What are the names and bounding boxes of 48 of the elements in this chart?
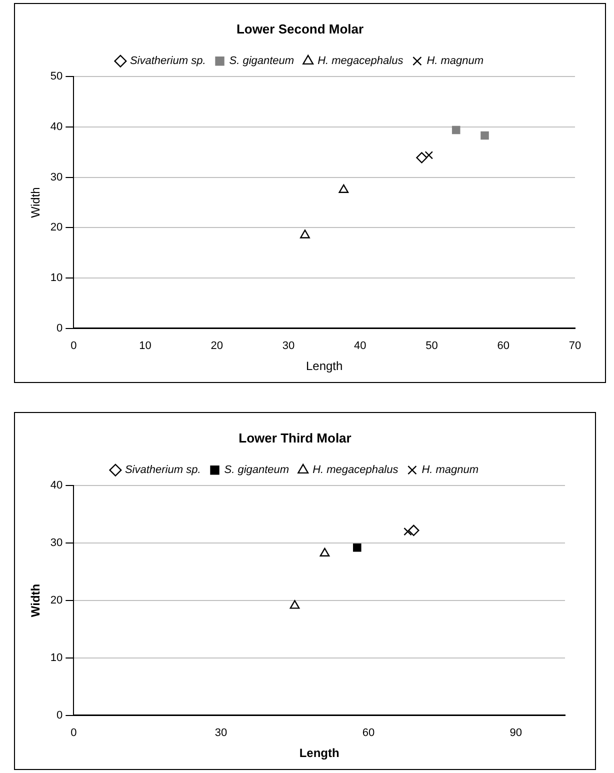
x-tick-label: 70 — [568, 340, 582, 352]
point — [320, 548, 330, 556]
point — [353, 544, 362, 552]
x-tick-label: 40 — [354, 340, 366, 352]
y-tick-label: 50 — [50, 70, 63, 83]
point — [416, 152, 428, 164]
chart-title: Lower Third Molar — [238, 430, 352, 446]
legend-label: S. giganteum — [229, 55, 294, 68]
legend-label: H. megacephalus — [312, 464, 399, 476]
legend-label: Sivatherium sp. — [130, 55, 206, 68]
x-tick-label: 30 — [214, 727, 228, 740]
x-tick-label: 30 — [282, 340, 295, 352]
x-tick-label: 10 — [139, 340, 152, 352]
chart-title: Lower Second Molar — [236, 21, 364, 36]
x-tick-label: 20 — [210, 340, 224, 352]
y-tick-label: 10 — [50, 652, 63, 664]
y-tick-label: 10 — [50, 272, 63, 284]
y-tick-label: 20 — [50, 222, 63, 234]
y-tick-label: 40 — [50, 120, 63, 133]
x-tick-label: 0 — [70, 727, 77, 740]
legend-label: Sivatherium sp. — [124, 464, 201, 476]
point — [300, 230, 310, 238]
x-tick-label: 0 — [70, 340, 77, 352]
x-axis-title: Length — [299, 746, 340, 760]
point — [480, 131, 489, 140]
point — [290, 600, 300, 609]
y-tick-label: 30 — [50, 171, 63, 184]
x-tick-label: 50 — [426, 340, 438, 352]
x-tick-label: 60 — [362, 727, 375, 740]
y-tick-label: 30 — [50, 537, 63, 550]
x-axis-title: Length — [306, 359, 343, 374]
y-tick-label: 0 — [56, 322, 63, 334]
y-tick-label: 40 — [50, 480, 63, 492]
x-tick-label: 60 — [497, 340, 510, 352]
legend-label: S. giganteum — [224, 464, 290, 476]
y-axis-title: Width — [28, 584, 43, 618]
point — [452, 126, 460, 134]
point — [404, 527, 412, 536]
point — [408, 524, 420, 536]
y-tick-label: 0 — [56, 709, 63, 722]
x-tick-label: 90 — [510, 727, 522, 740]
legend-label: H. magnum — [422, 464, 479, 476]
legend-label: H. magnum — [426, 55, 484, 68]
point — [338, 184, 349, 194]
point — [424, 151, 434, 160]
legend-label: H. megacephalus — [318, 55, 404, 68]
y-axis-title: Width — [28, 187, 43, 218]
y-tick-label: 20 — [50, 594, 63, 607]
